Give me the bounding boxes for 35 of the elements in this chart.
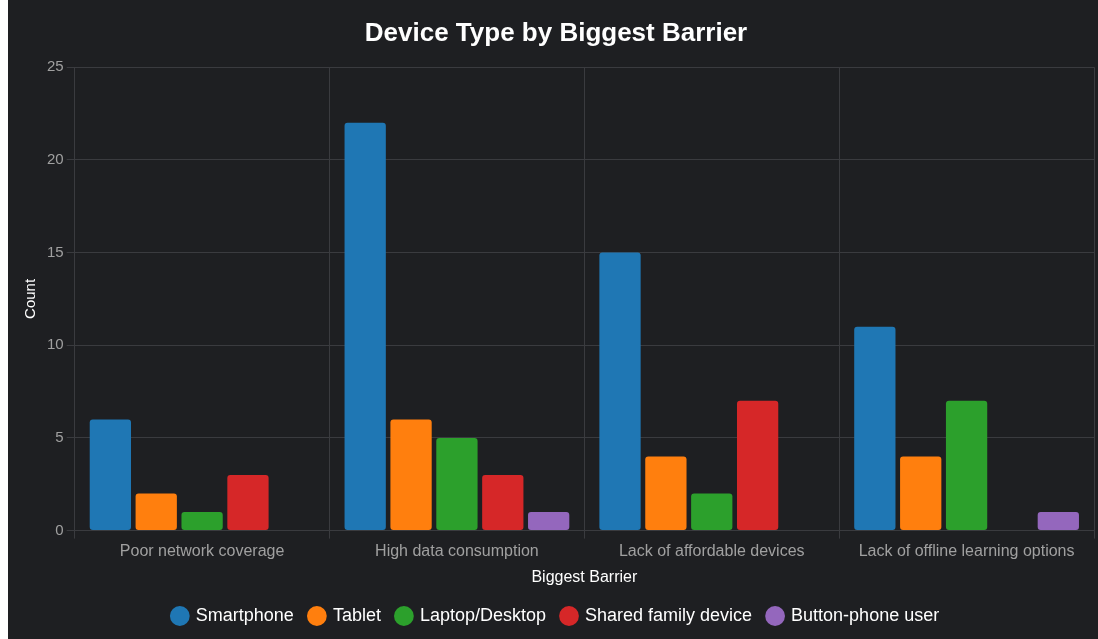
x-tick-label: Lack of offline learning options <box>858 541 1075 559</box>
chart-title: Device Type by Biggest Barrier <box>364 16 748 47</box>
bar <box>691 493 733 531</box>
bar <box>854 326 896 531</box>
x-tick-label: Lack of affordable devices <box>618 541 805 559</box>
bar <box>135 493 177 531</box>
legend-label: Smartphone <box>195 604 294 625</box>
bar <box>89 419 131 531</box>
bar <box>344 122 386 531</box>
legend-label: Laptop/Desktop <box>419 604 546 625</box>
bar <box>900 456 942 531</box>
legend-label: Button-phone user <box>791 604 940 625</box>
y-tick-label: 20 <box>47 150 64 168</box>
y-tick-label: 5 <box>55 428 64 446</box>
x-tick-label: High data consumption <box>375 541 539 559</box>
bar <box>436 437 478 531</box>
y-tick-label: 0 <box>55 520 64 538</box>
x-tick-label: Poor network coverage <box>119 541 285 559</box>
x-axis-title: Biggest Barrier <box>531 567 638 585</box>
bar <box>1037 512 1079 531</box>
y-tick-label: 10 <box>47 335 64 353</box>
legend-label: Tablet <box>332 604 381 625</box>
bar <box>390 419 432 531</box>
y-tick-label: 15 <box>47 242 64 260</box>
bar <box>227 474 269 531</box>
bar <box>599 252 641 531</box>
y-tick-label: 25 <box>47 57 64 75</box>
bar <box>736 400 779 531</box>
bar <box>945 400 988 531</box>
y-axis-title: Count <box>21 278 39 319</box>
bar <box>645 456 687 531</box>
bar <box>181 512 223 531</box>
bar <box>482 474 524 531</box>
bar <box>528 512 570 531</box>
legend-label: Shared family device <box>585 604 753 625</box>
